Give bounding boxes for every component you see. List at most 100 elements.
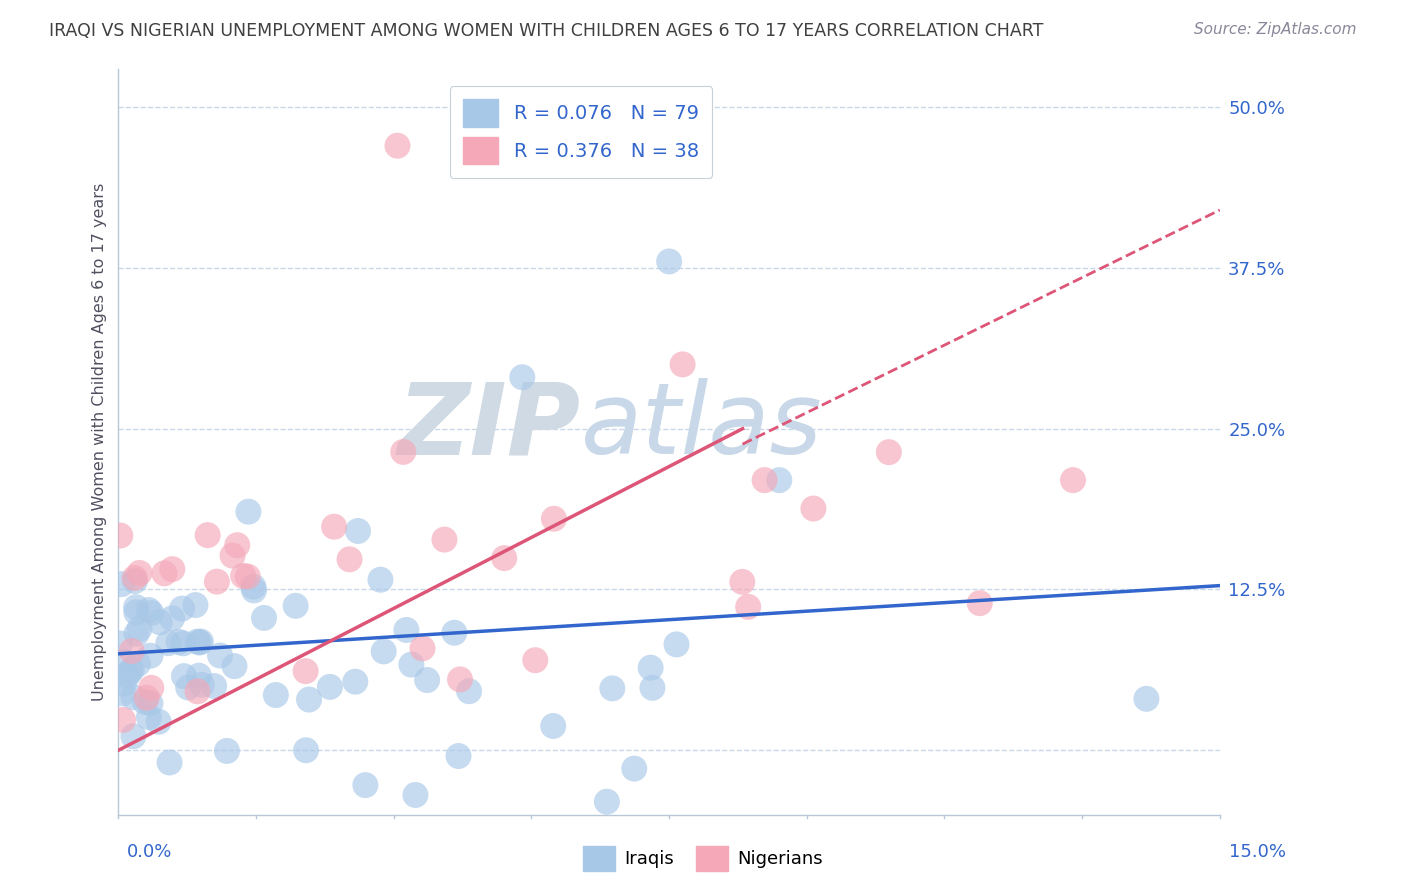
Point <box>1062 473 1084 487</box>
Point <box>122 729 145 743</box>
Point <box>141 681 163 695</box>
Point <box>117 668 139 682</box>
Point <box>170 601 193 615</box>
Point <box>737 599 759 614</box>
Point <box>224 659 246 673</box>
Point <box>671 357 693 371</box>
Point <box>172 636 194 650</box>
Point <box>344 674 367 689</box>
Point <box>458 684 481 698</box>
Point <box>162 562 184 576</box>
Point <box>121 644 143 658</box>
Point <box>134 695 156 709</box>
Point <box>602 681 624 696</box>
Point <box>243 583 266 598</box>
Point <box>125 627 148 641</box>
Point <box>623 762 645 776</box>
Point <box>139 697 162 711</box>
Point <box>373 644 395 658</box>
Text: 15.0%: 15.0% <box>1229 843 1286 861</box>
Point <box>387 138 409 153</box>
Text: IRAQI VS NIGERIAN UNEMPLOYMENT AMONG WOMEN WITH CHILDREN AGES 6 TO 17 YEARS CORR: IRAQI VS NIGERIAN UNEMPLOYMENT AMONG WOM… <box>49 22 1043 40</box>
Text: atlas: atlas <box>581 378 823 475</box>
Point <box>768 473 790 487</box>
Point <box>177 681 200 695</box>
Point <box>641 681 664 695</box>
Point <box>118 665 141 679</box>
Point <box>658 254 681 268</box>
Point <box>127 657 149 671</box>
Point <box>447 749 470 764</box>
Point <box>157 636 180 650</box>
Point <box>167 635 190 649</box>
Point <box>112 655 135 669</box>
Point <box>110 636 132 650</box>
Point <box>323 519 346 533</box>
Text: 0.0%: 0.0% <box>127 843 172 861</box>
Point <box>135 690 157 705</box>
Point <box>110 577 132 591</box>
Point <box>186 684 208 698</box>
Point <box>416 673 439 687</box>
Point <box>184 598 207 612</box>
Point <box>236 569 259 583</box>
Point <box>128 566 150 580</box>
Point <box>173 669 195 683</box>
Point <box>347 524 370 538</box>
Point <box>510 370 533 384</box>
Legend: R = 0.076   N = 79, R = 0.376   N = 38: R = 0.076 N = 79, R = 0.376 N = 38 <box>450 86 713 178</box>
Point <box>803 501 825 516</box>
Point <box>186 634 208 648</box>
Point <box>125 605 148 619</box>
Point <box>877 445 900 459</box>
Point <box>339 552 361 566</box>
Point <box>187 669 209 683</box>
Point <box>153 566 176 581</box>
Point <box>543 512 565 526</box>
Point <box>253 611 276 625</box>
Point <box>295 743 318 757</box>
Point <box>124 571 146 585</box>
Legend: Iraqis, Nigerians: Iraqis, Nigerians <box>575 838 831 879</box>
Point <box>298 692 321 706</box>
Point <box>124 574 146 588</box>
Point <box>242 580 264 594</box>
Point <box>110 528 132 542</box>
Point <box>395 623 418 637</box>
Point <box>128 622 150 636</box>
Point <box>122 690 145 705</box>
Point <box>191 678 214 692</box>
Point <box>665 637 688 651</box>
Point <box>160 611 183 625</box>
Point <box>404 788 426 802</box>
Point <box>232 569 254 583</box>
Point <box>541 719 564 733</box>
Point <box>215 744 238 758</box>
Point <box>370 573 392 587</box>
Point <box>284 599 307 613</box>
Point <box>188 635 211 649</box>
Point <box>443 625 465 640</box>
Point <box>392 445 415 459</box>
Point <box>354 778 377 792</box>
Point <box>524 653 547 667</box>
Text: ZIP: ZIP <box>398 378 581 475</box>
Point <box>148 714 170 729</box>
Point <box>112 677 135 691</box>
Point <box>112 713 135 727</box>
Point <box>238 505 260 519</box>
Point <box>969 596 991 610</box>
Point <box>640 661 662 675</box>
Point <box>411 641 433 656</box>
Point <box>149 615 172 630</box>
Point <box>596 795 619 809</box>
Point <box>205 574 228 589</box>
Point <box>226 538 249 552</box>
Point <box>197 528 219 542</box>
Point <box>190 634 212 648</box>
Point <box>221 549 243 563</box>
Point <box>111 686 134 700</box>
Point <box>125 600 148 615</box>
Point <box>208 648 231 663</box>
Point <box>319 680 342 694</box>
